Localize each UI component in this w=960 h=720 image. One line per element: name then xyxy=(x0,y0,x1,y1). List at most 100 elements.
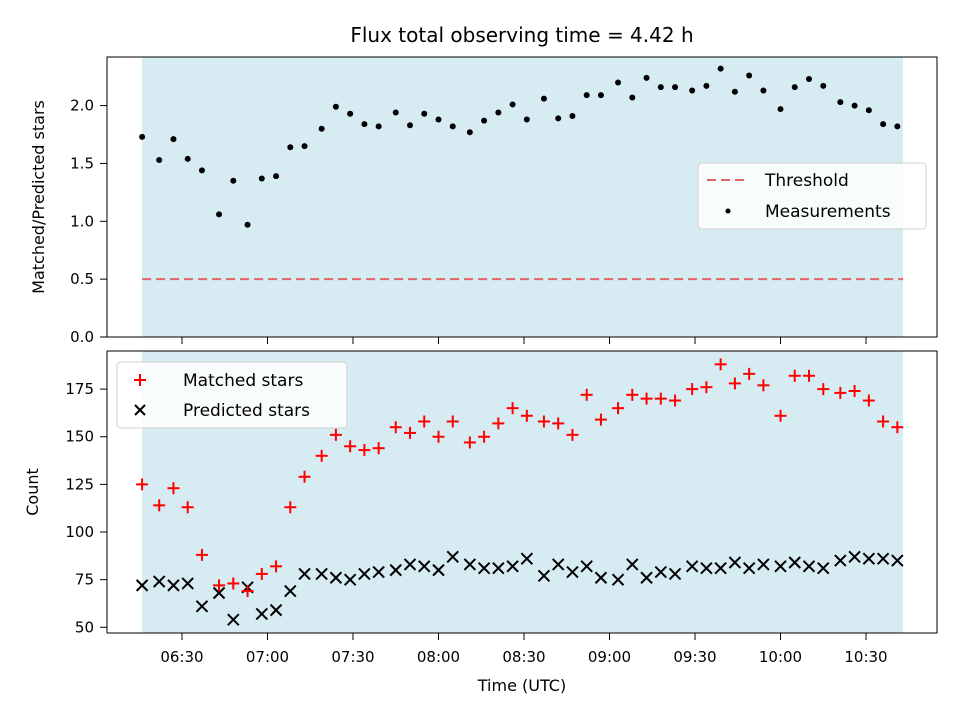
measurement-point xyxy=(198,167,205,174)
predicted-star-stroke xyxy=(862,552,876,565)
measurement-point xyxy=(170,136,177,143)
predicted-star-stroke xyxy=(551,558,565,571)
predicted-star-stroke xyxy=(834,554,847,567)
measurement-point xyxy=(156,156,163,163)
x-tick-label: 07:00 xyxy=(246,648,289,666)
top-panel-frame xyxy=(106,56,938,338)
predicted-star-stroke xyxy=(343,573,357,586)
matched-star-point xyxy=(714,358,727,371)
measurement-point xyxy=(509,101,516,108)
matched-star-point xyxy=(241,585,254,598)
matched-star-point xyxy=(728,377,741,390)
predicted-star-point xyxy=(492,562,505,575)
predicted-star-point xyxy=(389,563,402,577)
predicted-stars-points xyxy=(135,550,904,626)
predicted-star-stroke xyxy=(788,556,801,569)
predicted-star-point xyxy=(537,569,551,583)
measurement-point xyxy=(540,95,547,102)
predicted-star-point xyxy=(227,613,240,626)
matched-star-point xyxy=(213,579,226,592)
measurement-point xyxy=(466,129,473,136)
predicted-star-stroke xyxy=(389,563,402,577)
matched-star-point xyxy=(195,548,208,561)
measurement-point xyxy=(301,143,308,150)
bottom-x-ticks: 06:30 07:00 07:30 08:00 08:30 09:00 09:30 10:00… xyxy=(160,633,888,666)
predicted-star-point xyxy=(212,586,226,600)
predicted-star-point xyxy=(135,579,149,592)
measurement-point xyxy=(851,102,858,109)
x-tick-label: 08:30 xyxy=(502,648,545,666)
matched-star-point xyxy=(743,367,756,380)
predicted-star-point xyxy=(700,562,713,575)
matched-star-point xyxy=(817,383,830,396)
matched-star-point xyxy=(418,415,431,428)
measurement-point xyxy=(435,116,442,123)
predicted-star-point xyxy=(626,558,639,571)
predicted-star-stroke xyxy=(817,562,830,575)
x-tick-label: 08:00 xyxy=(417,648,460,666)
matched-star-point xyxy=(537,415,550,428)
predicted-star-stroke xyxy=(315,567,328,581)
top-y-tick-label: 1.0 xyxy=(70,212,94,230)
matched-star-point xyxy=(669,394,682,407)
legend-threshold-label: Threshold xyxy=(764,171,849,191)
measurement-point xyxy=(347,110,354,117)
predicted-star-point xyxy=(358,567,371,581)
measurement-point xyxy=(392,109,399,116)
predicted-star-stroke xyxy=(152,575,166,588)
measurement-point xyxy=(615,79,622,86)
measurement-point xyxy=(791,84,798,91)
predicted-star-point xyxy=(551,558,565,571)
predicted-star-point xyxy=(640,571,653,584)
predicted-star-point xyxy=(862,552,876,565)
predicted-star-point xyxy=(594,571,608,584)
measurement-points xyxy=(139,65,901,228)
predicted-star-point xyxy=(403,558,417,571)
matched-star-point xyxy=(329,428,342,441)
predicted-star-stroke xyxy=(432,563,445,577)
measurement-point xyxy=(806,75,812,82)
predicted-star-point xyxy=(817,562,830,575)
predicted-star-stroke xyxy=(654,565,668,579)
top-y-tick-label: 2.0 xyxy=(70,97,94,115)
predicted-star-point xyxy=(611,573,625,586)
predicted-star-stroke xyxy=(594,571,608,584)
measurement-point xyxy=(244,221,251,228)
predicted-star-point xyxy=(284,584,297,598)
matched-star-point xyxy=(612,402,625,415)
matched-star-point xyxy=(803,369,815,382)
predicted-star-stroke xyxy=(506,560,519,573)
predicted-star-point xyxy=(181,577,194,590)
predicted-star-stroke xyxy=(685,560,699,573)
predicted-star-point xyxy=(269,603,283,617)
predicted-star-point xyxy=(742,562,756,575)
matched-star-point xyxy=(640,392,653,405)
measurement-point xyxy=(597,92,604,99)
predicted-star-stroke xyxy=(700,562,713,575)
x-tick-label: 10:30 xyxy=(844,648,887,666)
measurement-point xyxy=(583,92,590,99)
x-tick-label: 09:30 xyxy=(673,648,716,666)
predicted-star-stroke xyxy=(848,550,861,563)
matched-star-point xyxy=(270,560,283,573)
measurement-point xyxy=(777,106,784,113)
predicted-star-point xyxy=(774,560,787,573)
measurement-point xyxy=(880,121,887,128)
measurement-point xyxy=(689,87,696,94)
predicted-star-stroke xyxy=(212,586,226,600)
measurement-point xyxy=(139,133,146,140)
measurement-point xyxy=(746,72,753,79)
predicted-star-stroke xyxy=(728,556,742,569)
predicted-star-point xyxy=(668,567,682,581)
measurement-point xyxy=(361,121,368,128)
x-tick-label: 09:00 xyxy=(588,648,631,666)
predicted-star-point xyxy=(329,571,343,584)
predicted-star-stroke xyxy=(714,562,727,575)
matched-star-point xyxy=(580,388,593,401)
top-y-ticks: 0.0 0.5 1.0 1.5 2.0 xyxy=(70,97,107,346)
matched-star-point xyxy=(167,482,180,495)
matched-star-point xyxy=(891,421,904,434)
bottom-y-axis-label: Count xyxy=(23,468,42,516)
measurement-point xyxy=(672,84,679,91)
matched-star-point xyxy=(463,436,476,449)
